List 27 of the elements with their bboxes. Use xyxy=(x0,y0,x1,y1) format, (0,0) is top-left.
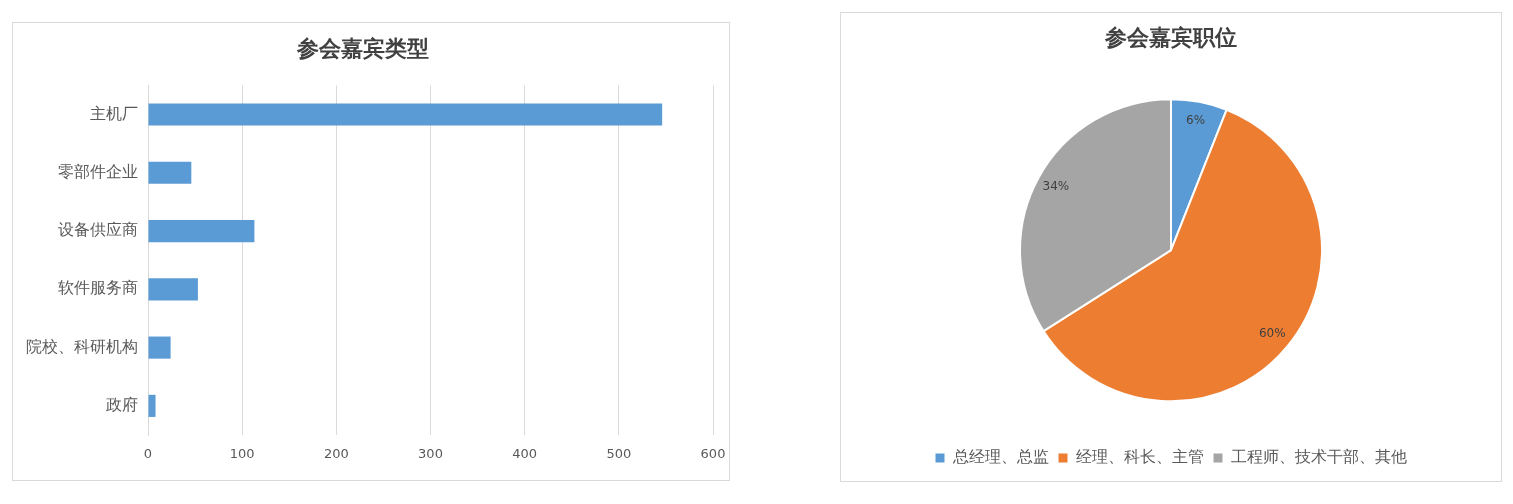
bar xyxy=(148,161,192,184)
legend-label: 工程师、技术干部、其他 xyxy=(1230,447,1407,467)
x-tick-label: 500 xyxy=(606,446,632,462)
bar xyxy=(148,278,198,301)
y-tick-label: 软件服务商 xyxy=(58,278,138,298)
data-label: 34% xyxy=(1042,179,1070,194)
legend-label: 总经理、总监 xyxy=(951,447,1049,467)
x-tick-label: 600 xyxy=(700,446,726,462)
x-tick-label: 0 xyxy=(143,446,153,462)
x-tick-label: 300 xyxy=(418,446,443,462)
x-tick-label: 200 xyxy=(323,446,349,462)
legend-label: 经理、科长、主管 xyxy=(1075,447,1204,467)
x-tick-label: 100 xyxy=(229,446,255,462)
y-tick-label: 设备供应商 xyxy=(58,220,138,240)
y-tick-label: 院校、科研机构 xyxy=(26,336,138,356)
data-label: 60% xyxy=(1258,326,1286,341)
bar xyxy=(148,103,663,126)
x-tick-label: 400 xyxy=(512,446,538,462)
bar xyxy=(148,394,156,417)
bar xyxy=(148,336,171,359)
y-tick-label: 主机厂 xyxy=(90,103,138,123)
data-label: 6% xyxy=(1186,113,1206,128)
chart-title: 参会嘉宾职位 xyxy=(1104,23,1237,50)
y-tick-label: 政府 xyxy=(106,395,138,415)
y-tick-label: 零部件企业 xyxy=(58,161,138,181)
bar xyxy=(148,220,255,243)
chart-title: 参会嘉宾类型 xyxy=(296,34,429,61)
